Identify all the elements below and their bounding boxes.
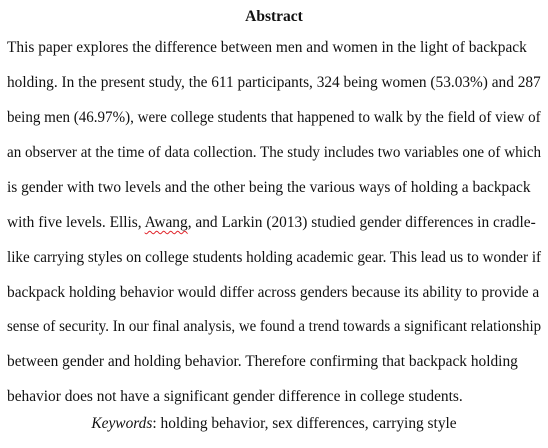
abstract-line-10: between gender and holding behavior. The…: [7, 353, 518, 370]
abstract-line-5: is gender with two levels and the other …: [7, 179, 531, 196]
abstract-line-4: an observer at the time of data collecti…: [7, 144, 542, 161]
keywords-label: Keywords: [91, 415, 153, 432]
abstract-line-2: holding. In the present study, the 611 p…: [7, 74, 541, 91]
keywords-line: Keywords: holding behavior, sex differen…: [0, 414, 548, 434]
line-6-after: , and Larkin (2013) studied gender diffe…: [187, 214, 536, 231]
abstract-line-1: This paper explores the difference betwe…: [7, 39, 527, 56]
abstract-heading: Abstract: [245, 8, 303, 25]
abstract-line-6: with five levels. Ellis, Awang, and Lark…: [7, 213, 536, 233]
abstract-line-11: behavior does not have a significant gen…: [7, 388, 463, 405]
line-6-before: with five levels. Ellis,: [7, 214, 145, 231]
spellcheck-flagged-word[interactable]: Awang: [144, 214, 188, 231]
abstract-line-8: backpack holding behavior would differ a…: [7, 284, 540, 301]
abstract-line-7: like carrying styles on college students…: [7, 249, 542, 266]
abstract-line-3: being men (46.97%), were college student…: [7, 109, 541, 126]
abstract-line-9: sense of security. In our final analysis…: [7, 318, 542, 335]
keywords-text: : holding behavior, sex differences, car…: [152, 415, 457, 432]
